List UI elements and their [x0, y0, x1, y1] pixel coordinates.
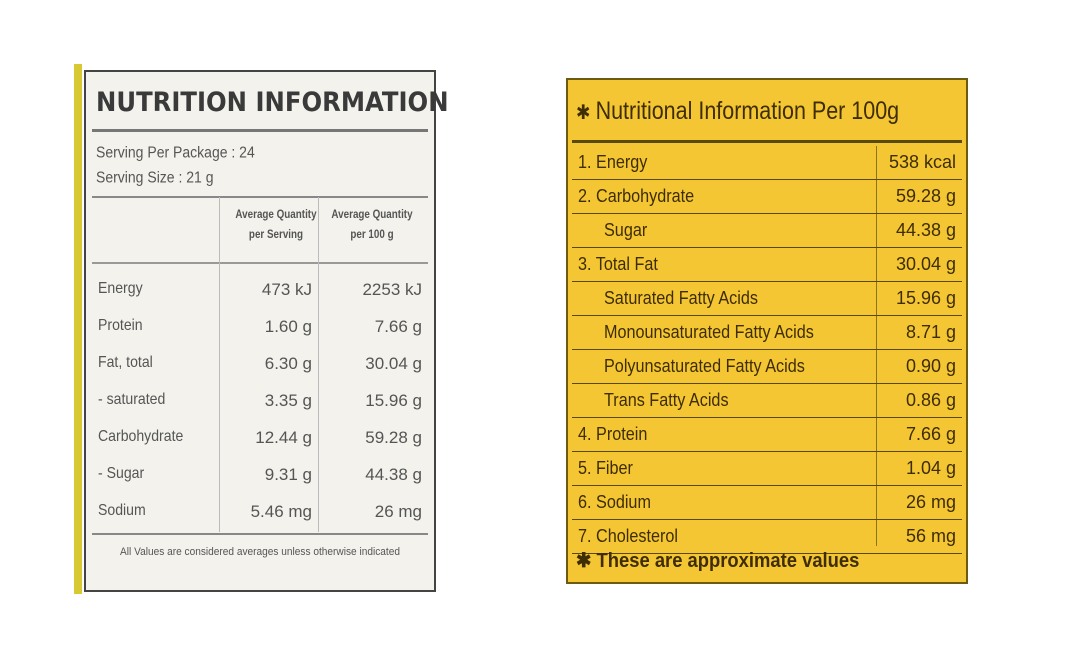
- table-row: - saturated 3.35 g 15.96 g: [86, 383, 434, 419]
- nutrient-value: 538 kcal: [888, 152, 956, 172]
- table-row: - Sugar 9.31 g 44.38 g: [86, 457, 434, 493]
- nutrient-name: Energy: [98, 280, 143, 297]
- nutrient-name: Fat, total: [98, 354, 153, 371]
- divider: [92, 196, 428, 198]
- divider: [92, 129, 428, 132]
- nutrient-name: 3. Total Fat: [578, 254, 658, 274]
- nutrient-name: - saturated: [98, 391, 166, 408]
- nutrient-value: 56 mg: [905, 526, 956, 546]
- footnote: All Values are considered averages unles…: [120, 546, 400, 558]
- nutrition-information-panel: NUTRITION INFORMATION Serving Per Packag…: [74, 64, 449, 594]
- nutrient-value: 0.86 g: [905, 390, 956, 410]
- per-serving-value: 3.35 g: [264, 391, 312, 410]
- nutrient-name: 4. Protein: [578, 424, 648, 444]
- column-divider: [219, 197, 220, 532]
- divider: [92, 262, 428, 264]
- per-100g-value: 15.96 g: [365, 391, 422, 410]
- per-100g-value: 59.28 g: [365, 428, 422, 447]
- nutrient-name: - Sugar: [98, 465, 145, 482]
- column-divider: [876, 146, 877, 546]
- per-serving-value: 9.31 g: [264, 465, 312, 484]
- nutrient-value: 7.66 g: [905, 424, 956, 444]
- column-header-per-serving: Average Quantity per Serving: [235, 207, 317, 241]
- table-row: 6. Sodium 26 mg: [572, 486, 962, 520]
- nutrient-name: 1. Energy: [578, 152, 648, 172]
- table-row: Saturated Fatty Acids 15.96 g: [572, 282, 962, 316]
- table-row: Trans Fatty Acids 0.86 g: [572, 384, 962, 418]
- column-header-per-100g: Average Quantity per 100 g: [331, 207, 413, 241]
- nutrient-value: 15.96 g: [895, 288, 956, 308]
- serving-per-package: Serving Per Package : 24: [96, 143, 255, 161]
- nutrient-name: Sodium: [98, 502, 146, 519]
- table-row: 4. Protein 7.66 g: [572, 418, 962, 452]
- nutrient-name: 6. Sodium: [578, 492, 651, 512]
- per-serving-value: 473 kJ: [261, 280, 312, 299]
- per-100g-value: 26 mg: [374, 502, 422, 521]
- table-row: Sugar 44.38 g: [572, 214, 962, 248]
- per-serving-value: 5.46 mg: [250, 502, 312, 521]
- table-row: 5. Fiber 1.04 g: [572, 452, 962, 486]
- nutrient-value: 44.38 g: [895, 220, 956, 240]
- nutritional-information-panel: ✱ Nutritional Information Per 100g 1. Ene…: [566, 78, 968, 584]
- table-row: Polyunsaturated Fatty Acids 0.90 g: [572, 350, 962, 384]
- divider: [92, 533, 428, 535]
- nutrient-name: Saturated Fatty Acids: [604, 288, 758, 308]
- nutrient-name: 2. Carbohydrate: [578, 186, 695, 206]
- nutrient-value: 1.04 g: [905, 458, 956, 478]
- per-serving-value: 6.30 g: [264, 354, 312, 373]
- nutrient-name: Polyunsaturated Fatty Acids: [604, 356, 805, 376]
- per-100g-value: 30.04 g: [365, 354, 422, 373]
- serving-size: Serving Size : 21 g: [96, 168, 214, 186]
- nutrient-name: Trans Fatty Acids: [604, 390, 729, 410]
- nutrient-table: 1. Energy 538 kcal 2. Carbohydrate 59.28 g S…: [572, 146, 962, 554]
- table-row: Monounsaturated Fatty Acids 8.71 g: [572, 316, 962, 350]
- per-100g-value: 2253 kJ: [362, 280, 422, 299]
- panel-title: ✱ Nutritional Information Per 100g: [576, 86, 899, 136]
- nutrient-value: 8.71 g: [905, 322, 956, 342]
- per-serving-value: 12.44 g: [255, 428, 312, 447]
- per-100g-value: 7.66 g: [374, 317, 422, 336]
- nutrient-name: Carbohydrate: [98, 428, 184, 445]
- table-row: 7. Cholesterol 56 mg: [572, 520, 962, 554]
- nutrient-name: Protein: [98, 317, 143, 334]
- panel-title: NUTRITION INFORMATION: [96, 87, 449, 118]
- nutrient-value: 59.28 g: [895, 186, 956, 206]
- table-row: Energy 473 kJ 2253 kJ: [86, 272, 434, 308]
- nutrient-name: 5. Fiber: [578, 458, 633, 478]
- table-row: Protein 1.60 g 7.66 g: [86, 309, 434, 345]
- asterisk-icon: ✱: [576, 102, 591, 124]
- table-row: Carbohydrate 12.44 g 59.28 g: [86, 420, 434, 456]
- panel-title-text: Nutritional Information Per 100g: [595, 97, 900, 125]
- per-serving-value: 1.60 g: [264, 317, 312, 336]
- table-row: Sodium 5.46 mg 26 mg: [86, 494, 434, 530]
- nutrient-value: 30.04 g: [895, 254, 956, 274]
- nutrient-name: Sugar: [604, 220, 648, 240]
- nutrient-name: Monounsaturated Fatty Acids: [604, 322, 814, 342]
- divider: [572, 140, 962, 143]
- table-row: 2. Carbohydrate 59.28 g: [572, 180, 962, 214]
- table-row: 1. Energy 538 kcal: [572, 146, 962, 180]
- nutrient-name: 7. Cholesterol: [578, 526, 678, 546]
- footnote: ✱ These are approximate values: [576, 550, 860, 572]
- nutrient-value: 26 mg: [905, 492, 956, 512]
- table-row: 3. Total Fat 30.04 g: [572, 248, 962, 282]
- table-row: Fat, total 6.30 g 30.04 g: [86, 346, 434, 382]
- per-100g-value: 44.38 g: [365, 465, 422, 484]
- column-divider: [318, 197, 319, 532]
- nutrient-value: 0.90 g: [905, 356, 956, 376]
